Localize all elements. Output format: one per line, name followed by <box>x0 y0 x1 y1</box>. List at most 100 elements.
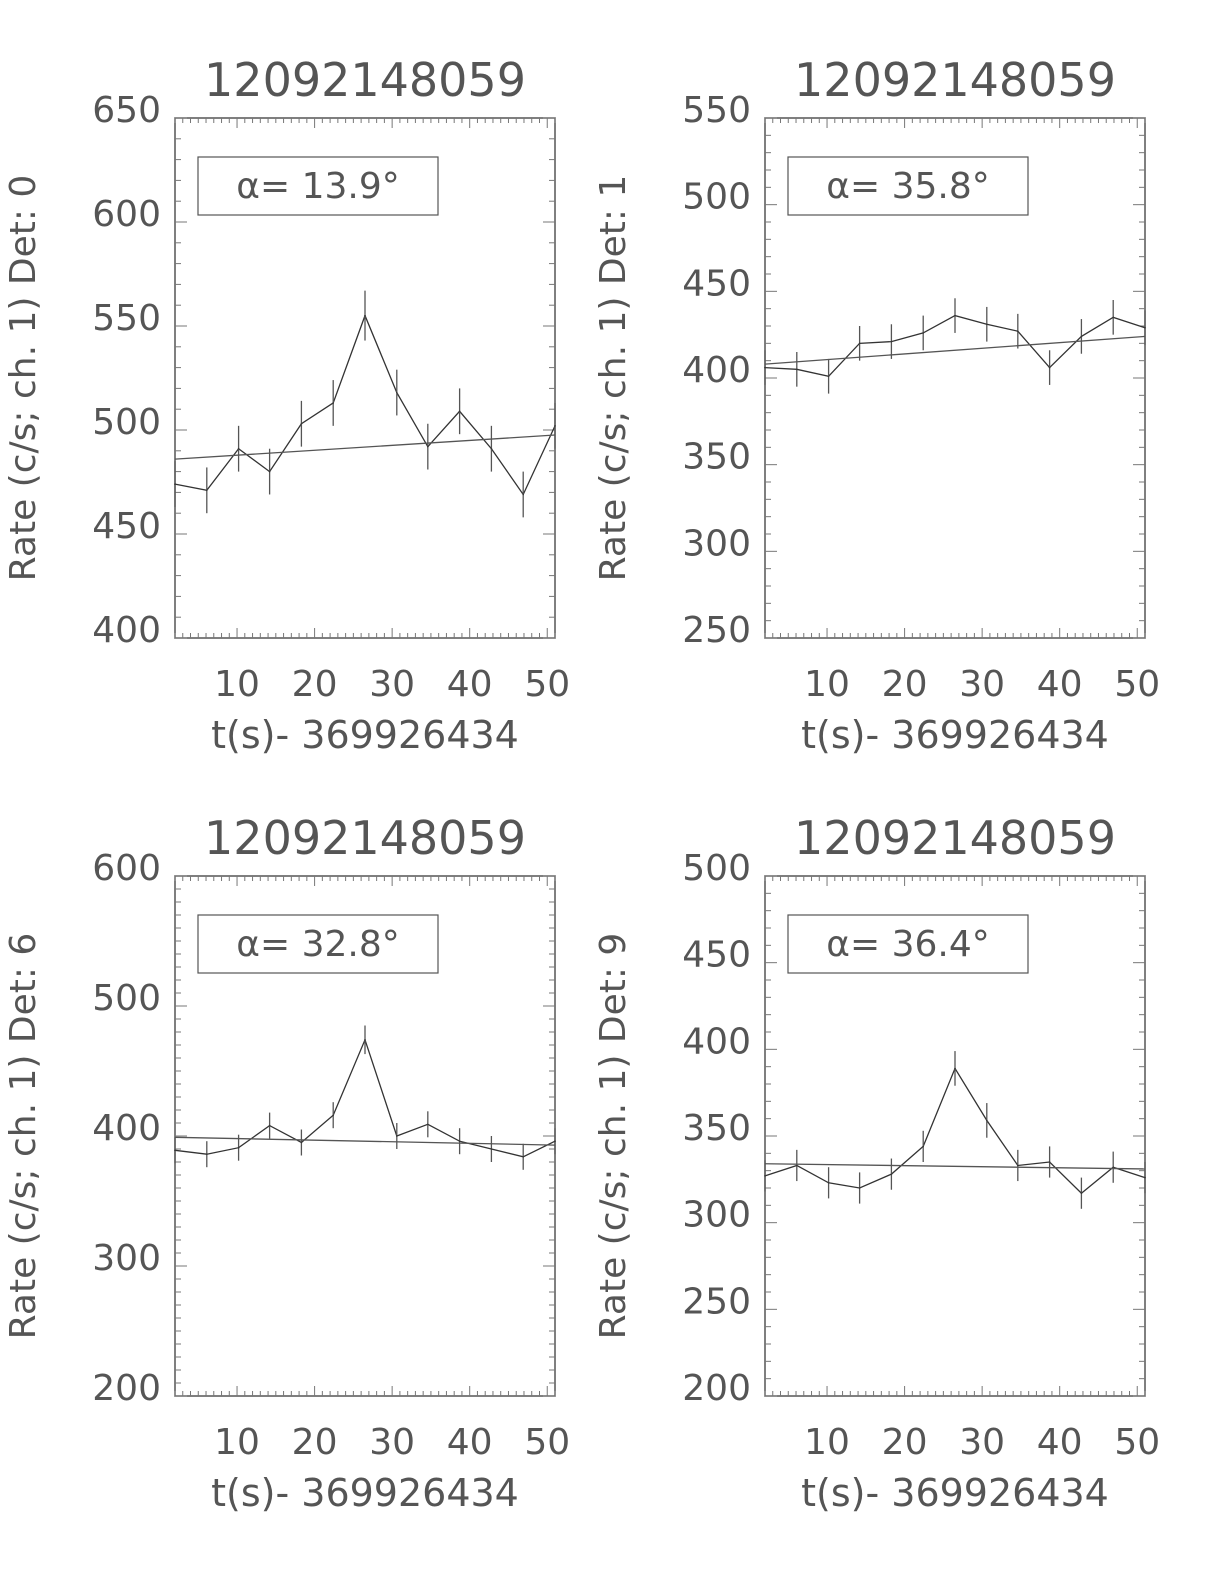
x-tick-label: 50 <box>1114 1422 1160 1463</box>
annotation-text: α= 36.4° <box>826 924 990 965</box>
y-tick-label: 250 <box>682 1281 751 1322</box>
y-tick-label: 600 <box>92 848 161 889</box>
data-point <box>1144 1176 1146 1179</box>
y-tick-label: 250 <box>682 610 751 651</box>
panel-1: 12092148059 10 20 30 40 50 250 300 350 400 450 500 5… <box>593 53 1160 757</box>
data-point <box>268 470 271 473</box>
y-tick-label: 450 <box>92 506 161 547</box>
y-tick-label: 500 <box>92 402 161 443</box>
data-point <box>858 1187 861 1189</box>
data-point <box>985 1119 988 1122</box>
panel-0: 12092148059 10 20 30 40 50 400 450 500 550 600 650 t… <box>3 53 570 757</box>
x-axis-label: t(s)- 369926434 <box>801 713 1109 757</box>
y-tick-label: 500 <box>682 177 751 218</box>
data-point <box>922 1145 925 1148</box>
data-point <box>1017 1164 1019 1167</box>
data-point <box>922 332 925 334</box>
chart-title: 12092148059 <box>794 53 1116 107</box>
x-tick-label: 30 <box>959 1422 1005 1463</box>
x-tick-label: 40 <box>447 1422 493 1463</box>
annotation-text: α= 35.8° <box>826 166 990 207</box>
data-point <box>174 1149 176 1152</box>
x-tick-label: 10 <box>214 1422 260 1463</box>
x-tick-label: 20 <box>292 664 338 705</box>
annotation-box <box>197 156 439 216</box>
annotation-text: α= 13.9° <box>236 166 400 207</box>
x-axis-label: t(s)- 369926434 <box>801 1471 1109 1515</box>
data-point <box>458 1140 461 1142</box>
panel-2: 12092148059 10 20 30 40 50 200 300 400 500 600 t(s)… <box>3 811 570 1515</box>
rate-line <box>174 1037 556 1158</box>
data-point <box>364 1039 366 1041</box>
chart-title: 12092148059 <box>204 53 526 107</box>
chart-title: 12092148059 <box>204 811 526 865</box>
data-point <box>1080 1192 1083 1194</box>
x-tick-label: 30 <box>369 664 415 705</box>
x-tick-label: 20 <box>292 1422 338 1463</box>
x-axis-label: t(s)- 369926434 <box>211 713 519 757</box>
y-tick-label: 400 <box>92 1108 161 1149</box>
y-tick-label: 200 <box>92 1368 161 1409</box>
data-point <box>554 425 556 427</box>
chart-title: 12092148059 <box>794 811 1116 865</box>
y-tick-label: 550 <box>92 298 161 339</box>
fit-line <box>174 1136 556 1146</box>
data-point <box>490 447 493 450</box>
data-point <box>237 447 240 450</box>
y-tick-label: 400 <box>682 1021 751 1062</box>
x-tick-label: 20 <box>882 1422 928 1463</box>
x-tick-label: 50 <box>524 664 570 705</box>
data-point <box>427 1123 429 1126</box>
x-tick-label: 10 <box>804 664 850 705</box>
data-point <box>395 391 398 394</box>
fit-line <box>764 335 1146 365</box>
data-point <box>890 1173 893 1175</box>
data-point <box>364 314 366 317</box>
data-point <box>1048 1161 1051 1163</box>
y-tick-label: 550 <box>682 90 751 131</box>
fit-line <box>174 434 556 460</box>
data-point <box>954 1067 956 1070</box>
x-tick-label: 30 <box>959 664 1005 705</box>
x-tick-label: 40 <box>1037 1422 1083 1463</box>
data-point <box>332 402 335 404</box>
data-point <box>332 1114 335 1116</box>
annotation-box <box>787 914 1029 974</box>
fit-line <box>764 1163 1146 1170</box>
x-tick-label: 50 <box>524 1422 570 1463</box>
y-axis-label: Rate (c/s; ch. 1) Det: 0 <box>3 175 44 582</box>
data-point <box>764 1175 766 1177</box>
x-tick-label: 20 <box>882 664 928 705</box>
data-point <box>795 1164 798 1167</box>
data-point <box>1080 335 1083 338</box>
annotation-box <box>787 156 1029 216</box>
annotation-box <box>197 914 439 974</box>
data-point <box>300 422 303 425</box>
data-point <box>427 445 429 448</box>
x-tick-label: 40 <box>447 664 493 705</box>
x-tick-label: 10 <box>804 1422 850 1463</box>
y-tick-label: 350 <box>682 1108 751 1149</box>
x-axis-label: t(s)- 369926434 <box>211 1471 519 1515</box>
rate-line <box>764 1066 1146 1195</box>
x-tick-label: 30 <box>369 1422 415 1463</box>
x-tick-label: 10 <box>214 664 260 705</box>
data-point <box>858 342 861 345</box>
y-tick-label: 450 <box>682 935 751 976</box>
data-point <box>554 1140 556 1142</box>
data-point <box>795 368 798 371</box>
data-point <box>827 375 830 378</box>
data-point <box>1112 1166 1115 1168</box>
data-point <box>395 1135 398 1137</box>
data-point <box>985 323 988 326</box>
y-tick-label: 450 <box>682 263 751 304</box>
y-tick-label: 500 <box>92 978 161 1019</box>
y-tick-label: 400 <box>92 610 161 651</box>
data-point <box>1048 366 1051 369</box>
data-point <box>764 366 766 369</box>
data-point <box>205 489 208 492</box>
y-tick-label: 650 <box>92 90 161 131</box>
data-point <box>490 1148 493 1150</box>
y-tick-label: 600 <box>92 194 161 235</box>
